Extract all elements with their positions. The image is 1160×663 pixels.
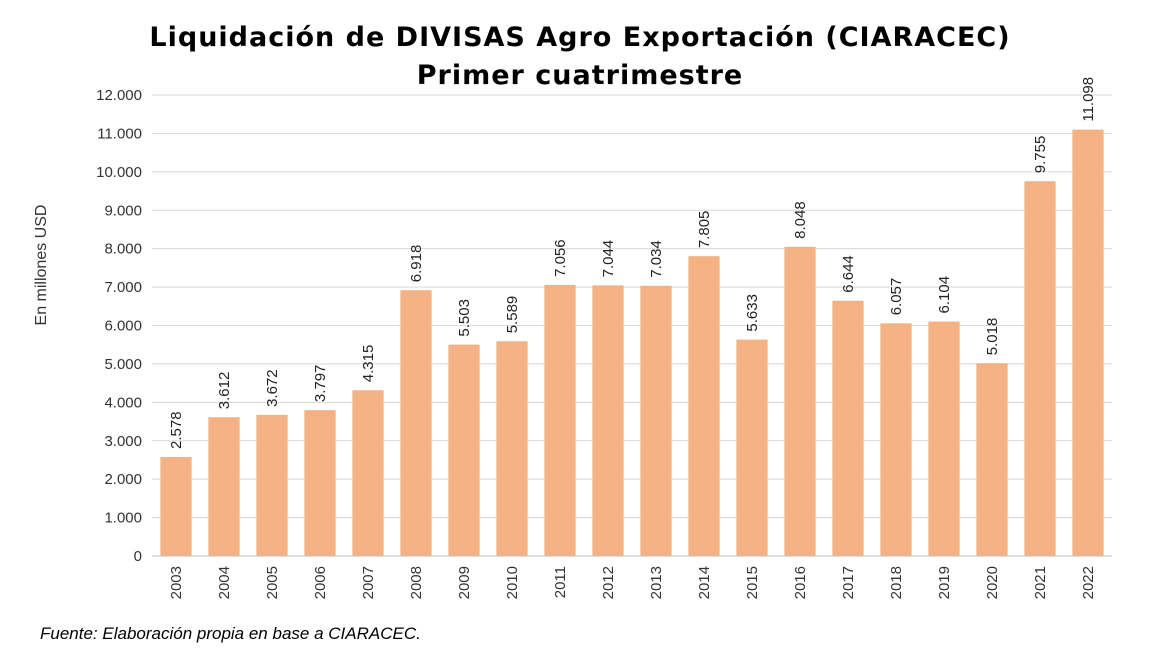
bar-2019: [928, 321, 960, 556]
bar-2017: [832, 300, 864, 556]
x-tick-label: 2007: [360, 566, 377, 599]
y-tick-label: 5.000: [104, 356, 142, 373]
bar-2021: [1024, 181, 1056, 556]
bar-2022: [1072, 129, 1104, 556]
bar-2006: [304, 410, 336, 556]
value-label: 11.098: [1080, 77, 1097, 122]
bar-2020: [976, 363, 1008, 556]
bar-2014: [688, 256, 720, 556]
x-axis-ticks: 2003 2004 2005 2006 2007 2008 2009 2010 2011 2012…: [168, 566, 1097, 599]
y-tick-label: 2.000: [104, 471, 142, 488]
bar-2013: [640, 285, 672, 556]
x-tick-label: 2008: [408, 566, 425, 599]
value-label: 7.034: [648, 240, 665, 278]
value-label: 7.805: [696, 211, 713, 249]
grid-lines: [152, 94, 1112, 519]
value-label: 7.044: [600, 240, 617, 278]
value-label: 6.057: [888, 278, 905, 316]
value-label: 7.056: [552, 239, 569, 277]
chart-title: Liquidación de DIVISAS Agro Exportación …: [149, 22, 1011, 53]
y-tick-label: 1.000: [104, 510, 142, 527]
x-tick-label: 2005: [264, 566, 281, 599]
value-label: 3.797: [312, 365, 329, 403]
x-tick-label: 2004: [216, 566, 233, 599]
x-tick-label: 2010: [504, 566, 521, 599]
bars: [160, 129, 1104, 556]
x-tick-label: 2012: [600, 566, 617, 599]
value-label: 5.018: [984, 318, 1001, 356]
value-label: 3.612: [216, 372, 233, 410]
value-label: 5.589: [504, 296, 521, 334]
y-tick-label: 6.000: [104, 318, 142, 335]
x-tick-label: 2013: [648, 566, 665, 599]
value-label: 8.048: [792, 201, 809, 239]
value-label: 4.315: [360, 345, 377, 383]
bar-2003: [160, 456, 192, 556]
x-tick-label: 2009: [456, 566, 473, 599]
x-tick-label: 2015: [744, 566, 761, 599]
bar-2004: [208, 417, 240, 556]
bar-2018: [880, 323, 912, 556]
y-axis-label: En millones USD: [33, 205, 50, 326]
y-tick-label: 9.000: [104, 202, 142, 219]
x-tick-label: 2011: [552, 566, 569, 598]
y-tick-label: 11.000: [97, 125, 142, 142]
value-label: 6.918: [408, 245, 425, 283]
value-label: 9.755: [1032, 136, 1049, 174]
bar-2007: [352, 390, 384, 556]
bar-2010: [496, 341, 528, 556]
y-tick-label: 3.000: [104, 433, 142, 450]
y-tick-label: 7.000: [104, 279, 142, 296]
x-tick-label: 2021: [1032, 566, 1049, 599]
x-tick-label: 2014: [696, 566, 713, 599]
value-label: 5.633: [744, 294, 761, 332]
x-tick-label: 2020: [984, 566, 1001, 599]
x-tick-label: 2022: [1080, 566, 1097, 599]
value-labels: 2.578 3.612 3.672 3.797 4.315 6.918 5.503 5.589…: [168, 77, 1097, 449]
bar-2015: [736, 339, 768, 556]
bar-2011: [544, 284, 576, 556]
bar-2008: [400, 290, 432, 556]
bar-2012: [592, 285, 624, 556]
y-tick-label: 4.000: [104, 394, 142, 411]
x-tick-label: 2019: [936, 566, 953, 599]
value-label: 5.503: [456, 299, 473, 337]
x-tick-label: 2006: [312, 566, 329, 599]
y-tick-label: 10.000: [96, 164, 142, 181]
bar-2005: [256, 414, 288, 556]
y-tick-label: 0: [134, 548, 142, 565]
value-label: 6.644: [840, 255, 857, 293]
y-tick-label: 8.000: [104, 241, 142, 258]
value-label: 6.104: [936, 276, 953, 314]
chart-subtitle: Primer cuatrimestre: [416, 60, 744, 91]
value-label: 3.672: [264, 369, 281, 407]
y-axis-ticks: 0 1.000 2.000 3.000 4.000 5.000 6.000 7.000 8.00…: [96, 87, 142, 565]
x-tick-label: 2003: [168, 566, 185, 599]
bar-2009: [448, 344, 480, 556]
source-note: Fuente: Elaboración propia en base a CIA…: [40, 624, 421, 643]
y-tick-label: 12.000: [96, 87, 142, 104]
value-label: 2.578: [168, 411, 185, 449]
x-tick-label: 2016: [792, 566, 809, 599]
x-tick-label: 2017: [840, 566, 857, 599]
x-tick-label: 2018: [888, 566, 905, 599]
bar-2016: [784, 246, 816, 556]
